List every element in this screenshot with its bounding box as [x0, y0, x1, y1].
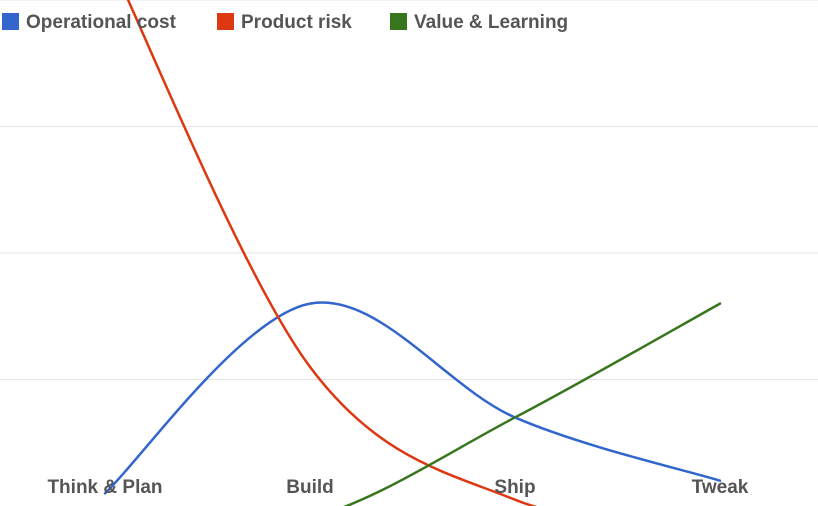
x-tick-label: Build	[286, 477, 334, 498]
legend-swatch	[2, 13, 19, 30]
series-line-operational-cost	[103, 301, 722, 495]
legend-item: Product risk	[217, 12, 352, 33]
legend-swatch	[390, 13, 407, 30]
x-tick-label: Tweak	[692, 477, 749, 498]
legend-item: Value & Learning	[390, 12, 568, 33]
x-tick-label: Ship	[494, 477, 535, 498]
gridlines	[0, 0, 818, 380]
legend-item: Operational cost	[2, 12, 177, 33]
series-line-product-risk	[126, 0, 538, 506]
legend-swatch	[217, 13, 234, 30]
legend-label: Product risk	[241, 12, 352, 33]
legend-label: Value & Learning	[414, 12, 568, 33]
x-tick-label: Think & Plan	[47, 477, 162, 498]
x-axis-ticks: Think & Plan Build Ship Tweak	[47, 477, 748, 498]
legend: Operational cost Product risk Value & Lear…	[2, 12, 568, 33]
legend-label: Operational cost	[26, 12, 177, 33]
series-line-value-learning	[343, 302, 722, 506]
series-lines	[103, 0, 722, 506]
